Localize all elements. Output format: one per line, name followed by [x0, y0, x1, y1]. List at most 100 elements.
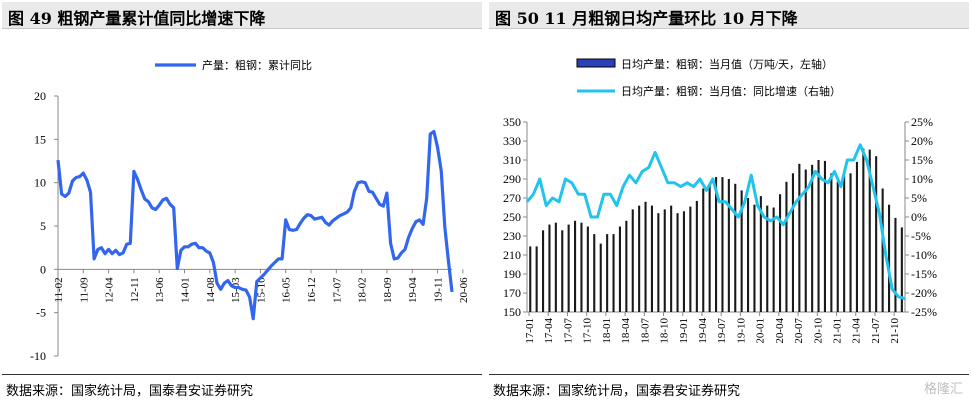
bar-daily-output: [868, 149, 871, 312]
bar-daily-output: [625, 220, 628, 312]
bar-daily-output: [811, 164, 814, 313]
right-y-tick-label: 0%: [911, 210, 927, 224]
x-tick-label: 15-10: [255, 277, 267, 303]
right-y-tick-label: -5%: [911, 229, 931, 243]
x-tick-label: 20-01: [755, 318, 767, 344]
right-chart-panel: 图 50 11 月粗钢日均产量环比 10 月下降 350 330 310 290 270…: [487, 0, 971, 406]
left-line-chart: 20 15 10 5 0 -5 -10 11-02 11-09 12-04 12-11 13-06 14…: [30, 58, 484, 363]
right-y-tick-label: 25%: [911, 115, 933, 129]
bar-daily-output: [695, 200, 698, 312]
bar-daily-output: [561, 230, 564, 312]
left-y-tick-label: 270: [503, 191, 521, 205]
bar-daily-output: [862, 148, 865, 312]
bar-daily-output: [618, 226, 621, 312]
x-tick-label: 19-04: [407, 277, 419, 303]
bar-daily-output: [554, 222, 557, 312]
left-title-bar: 图 49 粗钢产量累计值同比增速下降: [2, 2, 482, 29]
right-footer-divider: [489, 374, 969, 375]
right-title-bar: 图 50 11 月粗钢日均产量环比 10 月下降: [489, 2, 969, 29]
y-tick-label: 20: [34, 89, 46, 103]
bar-daily-output: [708, 183, 711, 313]
bar-daily-output: [593, 234, 596, 312]
x-tick-label: 12-04: [104, 277, 116, 303]
x-tick-label: 11-09: [78, 277, 90, 303]
x-tick-label: 18-04: [620, 318, 632, 344]
x-tick-label: 18-01: [601, 318, 613, 344]
x-tick-label: 21-10: [889, 318, 901, 344]
right-y-tick-label: -15%: [911, 267, 937, 281]
right-y-tick-label: 20%: [911, 134, 933, 148]
bar-daily-output: [734, 183, 737, 313]
bar-daily-output: [830, 173, 833, 312]
right-chart-title: 图 50 11 月粗钢日均产量环比 10 月下降: [495, 9, 798, 28]
x-tick-label: 21-01: [483, 277, 484, 303]
left-chart-panel: 图 49 粗钢产量累计值同比增速下降 20 15 10 5 0 -5 -10 11-02 11-…: [0, 0, 484, 406]
x-tick-label: 14-01: [180, 277, 192, 303]
bar-daily-output: [574, 220, 577, 312]
bar-daily-output: [638, 205, 641, 312]
series-line-yoy-growth: [525, 143, 906, 301]
x-tick-label: 19-11: [433, 277, 445, 302]
x-tick-label: 19-10: [735, 318, 747, 344]
legend-swatch-bars: [576, 58, 616, 68]
bar-daily-output: [900, 227, 903, 312]
legend-label-line: 日均产量：粗钢：当月值：同比增速（右轴）: [621, 84, 841, 98]
x-tick-label: 17-07: [331, 277, 343, 303]
bar-daily-output: [689, 206, 692, 312]
bar-daily-output: [670, 205, 673, 312]
x-tick-label: 20-07: [793, 318, 805, 344]
bar-daily-output: [606, 234, 609, 312]
bar-daily-output: [849, 173, 852, 312]
x-tick-label: 17-04: [543, 318, 555, 344]
x-tick-label: 20-06: [458, 277, 470, 303]
left-y-tick-label: 170: [503, 286, 521, 300]
x-tick-label: 16-05: [281, 277, 293, 303]
bar-daily-output: [676, 213, 679, 312]
bar-daily-output: [542, 230, 545, 312]
right-y-tick-label: 15%: [911, 153, 933, 167]
bar-daily-output: [650, 205, 653, 312]
x-tick-label: 21-04: [851, 318, 863, 344]
x-tick-label: 18-07: [639, 318, 651, 344]
right-bar-line-chart: 350 330 310 290 270 250 230 210 190 170 150 25% 20% 1…: [503, 57, 937, 344]
x-tick-label: 19-01: [678, 318, 690, 344]
left-y-tick-label: 250: [503, 210, 521, 224]
bar-daily-output: [766, 205, 769, 312]
x-tick-label: 17-10: [582, 318, 594, 344]
bar-daily-output: [580, 222, 583, 312]
x-tick-label: 21-01: [832, 318, 844, 344]
bar-daily-output: [529, 246, 532, 312]
bar-daily-output: [817, 160, 820, 312]
bar-daily-output: [663, 209, 666, 312]
bar-daily-output: [875, 156, 878, 312]
x-tick-label: 21-07: [870, 318, 882, 344]
y-tick-label: -10: [30, 349, 46, 363]
x-tick-label: 18-10: [659, 318, 671, 344]
x-tick-label: 17-07: [562, 318, 574, 344]
y-tick-label: 10: [34, 176, 46, 190]
bar-daily-output: [567, 224, 570, 312]
bar-daily-output: [855, 161, 858, 312]
bar-daily-output: [657, 213, 660, 312]
right-y-tick-label: -20%: [911, 286, 937, 300]
bar-daily-output: [644, 201, 647, 312]
bar-daily-output: [785, 181, 788, 312]
left-y-tick-label: 350: [503, 115, 521, 129]
bar-daily-output: [747, 198, 750, 312]
bar-daily-output: [843, 176, 846, 312]
x-tick-label: 11-02: [53, 277, 65, 302]
bar-daily-output: [702, 188, 705, 312]
x-tick-label: 19-07: [716, 318, 728, 344]
x-tick-label: 12-11: [129, 277, 141, 302]
bar-daily-output: [772, 207, 775, 312]
bar-daily-output: [740, 190, 743, 312]
bar-daily-output: [727, 179, 730, 312]
x-tick-label: 20-10: [812, 318, 824, 344]
bar-daily-output: [823, 160, 826, 312]
bar-daily-output: [548, 224, 551, 312]
legend-label-bars: 日均产量：粗钢：当月值（万吨/天，左轴）: [621, 57, 833, 71]
bar-daily-output: [836, 181, 839, 312]
bar-daily-output: [612, 234, 615, 312]
left-y-tick-label: 210: [503, 248, 521, 262]
bar-daily-output: [791, 173, 794, 312]
